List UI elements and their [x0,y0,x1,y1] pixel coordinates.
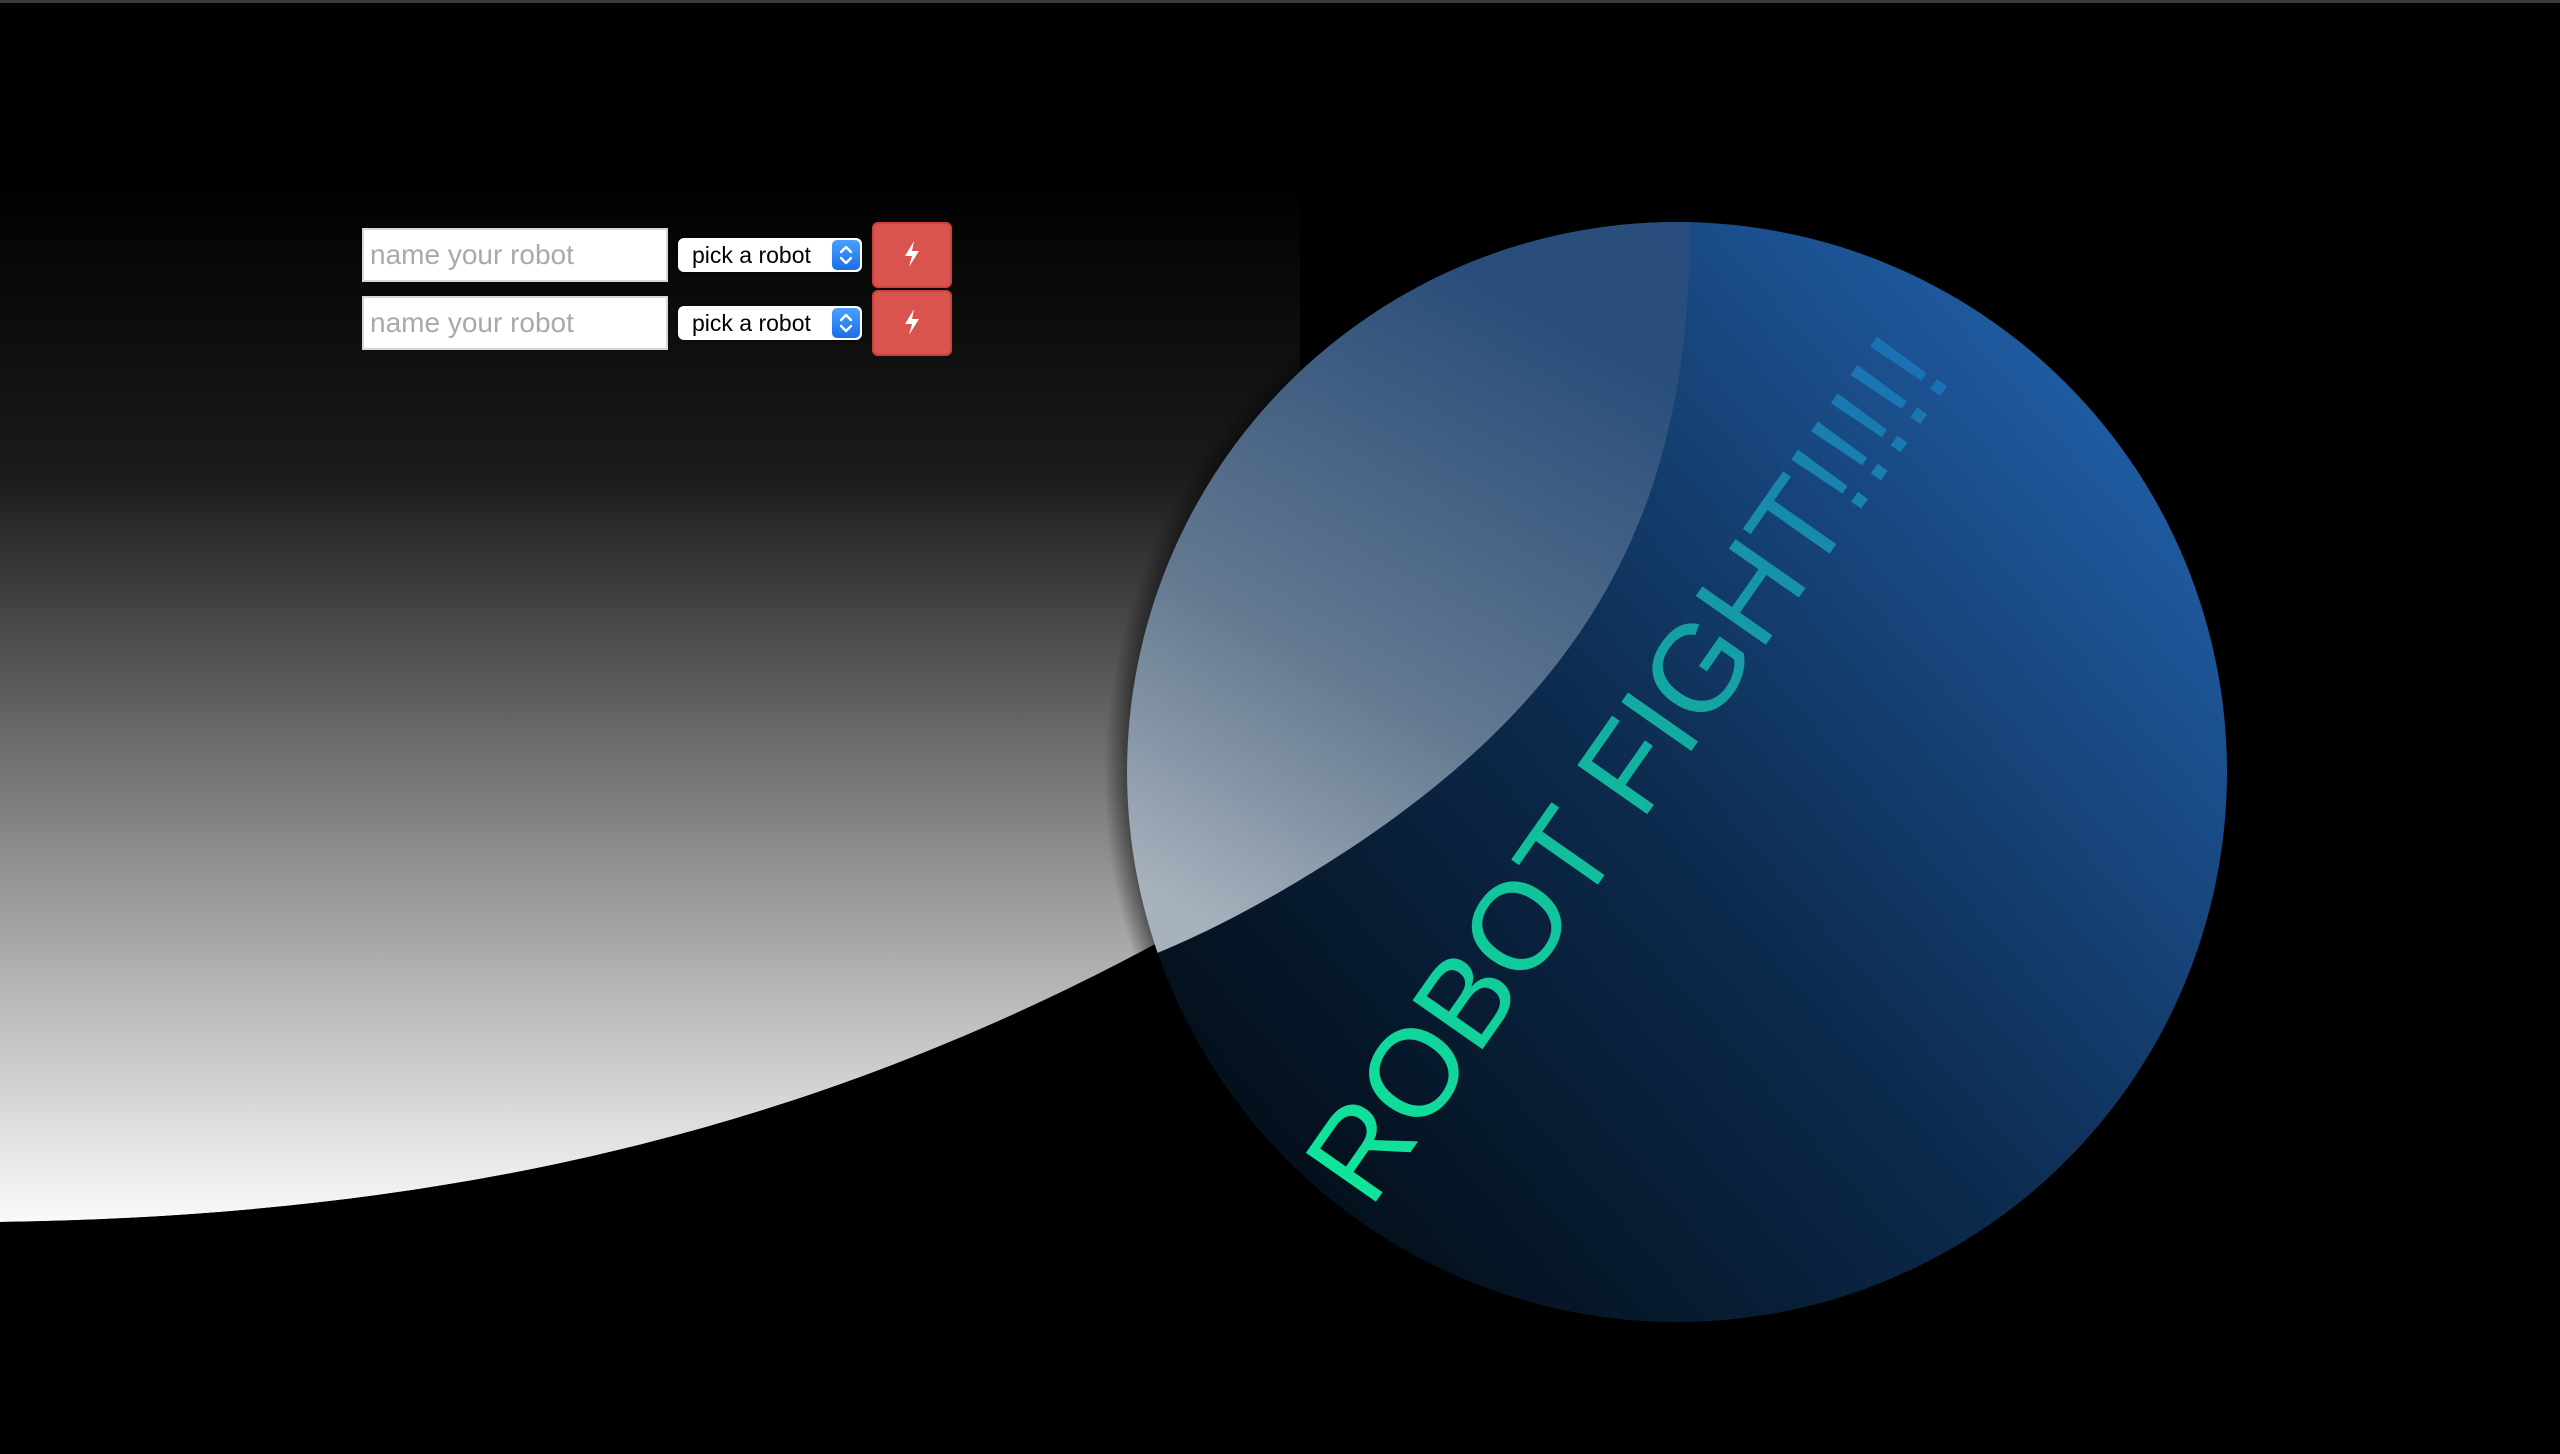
robot-form-row-2: pick a robot [362,290,952,356]
robot-forms: pick a robot pick a robot [362,222,952,358]
fight-button[interactable] [872,222,952,288]
select-arrows-icon [832,308,860,338]
window-top-border [0,0,2560,3]
robot-select-value: pick a robot [692,309,811,336]
robot-name-input[interactable] [362,296,668,350]
robot-select-value: pick a robot [692,241,811,268]
lightning-bolt-icon [901,239,923,272]
robot-name-input[interactable] [362,228,668,282]
fight-button[interactable] [872,290,952,356]
gradient-sweep [0,180,1300,1222]
robot-select[interactable]: pick a robot [678,238,862,272]
robot-form-row-1: pick a robot [362,222,952,288]
select-arrows-icon [832,240,860,270]
robot-select[interactable]: pick a robot [678,306,862,340]
lightning-bolt-icon [901,307,923,340]
